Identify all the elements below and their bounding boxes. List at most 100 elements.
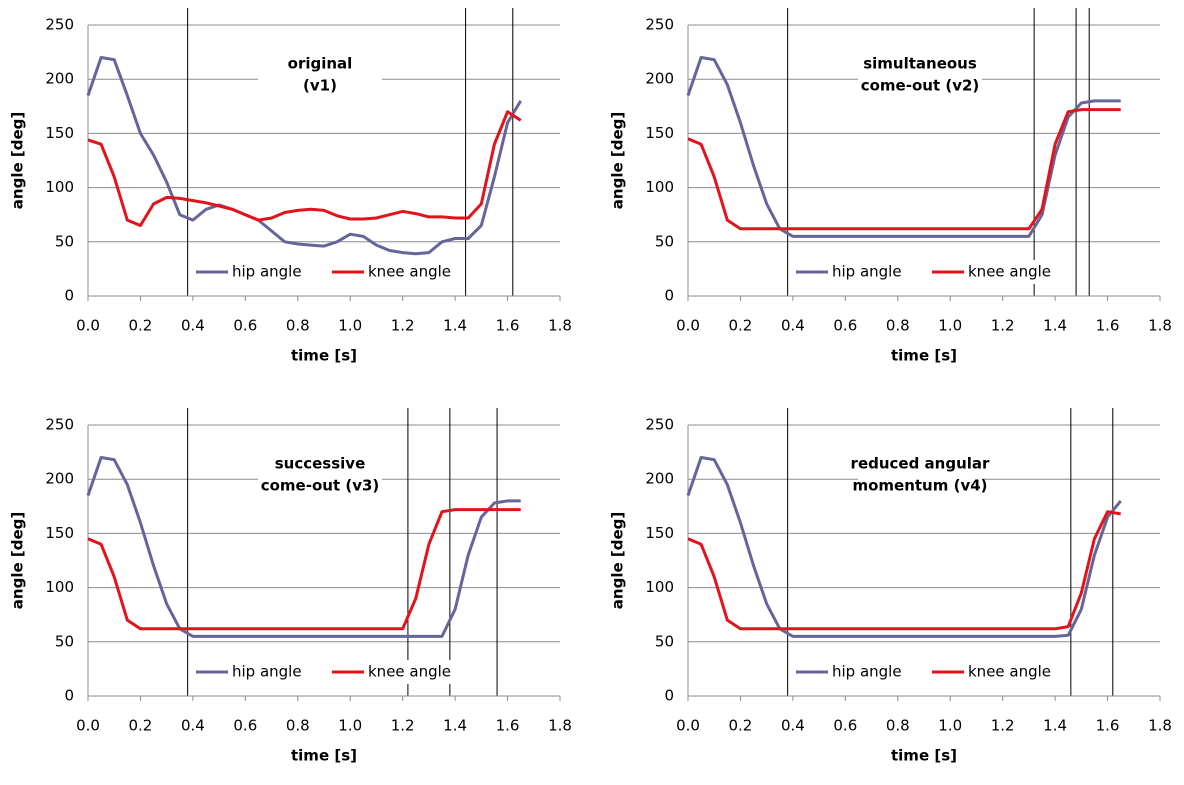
x-tick-label: 0.0 xyxy=(676,717,700,735)
chart-title: come-out (v2) xyxy=(861,77,980,95)
title-bg xyxy=(858,52,982,74)
y-axis-label: angle [deg] xyxy=(609,112,627,209)
y-tick-label: 50 xyxy=(55,232,74,250)
y-tick-label: 200 xyxy=(45,470,74,488)
title-bg xyxy=(258,452,382,474)
line-series xyxy=(87,508,521,631)
x-tick-label: 0.6 xyxy=(833,317,857,335)
legend-label: knee angle xyxy=(368,263,451,281)
y-tick-label: 50 xyxy=(655,632,674,650)
x-tick-label: 0.8 xyxy=(886,317,910,335)
chart-panel: 0 50 100 150 200 250 0.0 0.2 0.4 0.6 0.8 1.0 1.2 1.4 1… xyxy=(609,8,1172,365)
chart-title: (v1) xyxy=(303,77,337,95)
x-tick-label: 1.2 xyxy=(391,317,415,335)
x-tick-label: 1.8 xyxy=(1148,717,1172,735)
y-tick-label: 200 xyxy=(645,470,674,488)
x-tick-label: 1.6 xyxy=(496,717,520,735)
y-tick-label: 200 xyxy=(645,70,674,88)
chart-panel: 0 50 100 150 200 250 0.0 0.2 0.4 0.6 0.8 1.0 1.2 1.4 1… xyxy=(609,408,1172,765)
legend-label: hip angle xyxy=(232,263,302,281)
x-tick-label: 1.8 xyxy=(548,717,572,735)
x-tick-label: 1.0 xyxy=(938,717,962,735)
title-bg xyxy=(258,74,382,96)
x-tick-label: 0.6 xyxy=(833,717,857,735)
x-tick-label: 0.4 xyxy=(781,717,805,735)
x-tick-label: 0.0 xyxy=(676,317,700,335)
chart-title: reduced angular xyxy=(851,455,990,473)
y-axis-label: angle [deg] xyxy=(9,512,27,609)
legend-bg xyxy=(792,260,1054,284)
y-tick-label: 250 xyxy=(645,16,674,34)
x-tick-label: 1.4 xyxy=(1043,717,1067,735)
line-series xyxy=(686,56,1121,238)
x-tick-label: 0.8 xyxy=(286,717,310,735)
legend-label: hip angle xyxy=(832,263,902,281)
x-tick-label: 1.8 xyxy=(1148,317,1172,335)
x-tick-label: 0.2 xyxy=(729,717,753,735)
x-tick-label: 0.2 xyxy=(729,317,753,335)
x-tick-label: 1.2 xyxy=(391,717,415,735)
y-tick-label: 100 xyxy=(645,578,674,596)
title-bg xyxy=(258,474,382,496)
legend-bg xyxy=(192,260,454,284)
chart-title: original xyxy=(288,55,353,73)
y-tick-label: 0 xyxy=(64,287,74,305)
y-axis-label: angle [deg] xyxy=(609,512,627,609)
x-tick-label: 0.8 xyxy=(886,717,910,735)
title-bg xyxy=(858,452,982,474)
line-series xyxy=(686,456,1122,638)
x-tick-label: 0.4 xyxy=(181,317,205,335)
x-tick-label: 1.4 xyxy=(443,717,467,735)
y-tick-label: 200 xyxy=(45,70,74,88)
title-bg xyxy=(858,74,982,96)
x-tick-label: 0.2 xyxy=(129,717,153,735)
title-bg xyxy=(858,474,982,496)
legend-label: knee angle xyxy=(968,663,1051,681)
legend-label: knee angle xyxy=(968,263,1051,281)
y-tick-label: 250 xyxy=(645,416,674,434)
chart-title: successive xyxy=(275,455,366,473)
x-tick-label: 1.6 xyxy=(1096,717,1120,735)
chart-title: simultaneous xyxy=(863,55,977,73)
x-tick-label: 1.6 xyxy=(1096,317,1120,335)
x-tick-label: 1.2 xyxy=(991,717,1015,735)
y-tick-label: 50 xyxy=(55,632,74,650)
x-tick-label: 0.4 xyxy=(181,717,205,735)
legend-bg xyxy=(792,660,1054,684)
x-axis-label: time [s] xyxy=(291,747,357,765)
chart-title: momentum (v4) xyxy=(852,477,987,495)
line-series xyxy=(86,456,521,638)
y-tick-label: 150 xyxy=(45,524,74,542)
x-tick-label: 1.0 xyxy=(938,317,962,335)
x-tick-label: 1.8 xyxy=(548,317,572,335)
line-series xyxy=(87,110,522,227)
chart-panel: 0 50 100 150 200 250 0.0 0.2 0.4 0.6 0.8 1.0 1.2 1.4 1… xyxy=(9,8,572,365)
line-series xyxy=(687,510,1121,631)
y-tick-label: 250 xyxy=(45,416,74,434)
x-tick-label: 1.4 xyxy=(1043,317,1067,335)
y-axis-label: angle [deg] xyxy=(9,112,27,209)
legend-label: knee angle xyxy=(368,663,451,681)
x-axis-label: time [s] xyxy=(291,347,357,365)
legend-bg xyxy=(192,660,454,684)
x-axis-label: time [s] xyxy=(891,747,957,765)
chart-panel: 0 50 100 150 200 250 0.0 0.2 0.4 0.6 0.8 1.0 1.2 1.4 1… xyxy=(9,408,572,765)
x-tick-label: 0.6 xyxy=(233,317,257,335)
x-tick-label: 1.0 xyxy=(338,717,362,735)
y-tick-label: 100 xyxy=(45,578,74,596)
x-tick-label: 1.2 xyxy=(991,317,1015,335)
legend-label: hip angle xyxy=(232,663,302,681)
y-tick-label: 100 xyxy=(645,178,674,196)
y-tick-label: 0 xyxy=(664,287,674,305)
y-tick-label: 150 xyxy=(45,124,74,142)
legend-label: hip angle xyxy=(832,663,902,681)
x-tick-label: 0.2 xyxy=(129,317,153,335)
x-tick-label: 1.0 xyxy=(338,317,362,335)
y-tick-label: 100 xyxy=(45,178,74,196)
x-tick-label: 0.4 xyxy=(781,317,805,335)
y-tick-label: 250 xyxy=(45,16,74,34)
line-series xyxy=(86,56,522,256)
title-bg xyxy=(258,52,382,74)
x-tick-label: 0.6 xyxy=(233,717,257,735)
